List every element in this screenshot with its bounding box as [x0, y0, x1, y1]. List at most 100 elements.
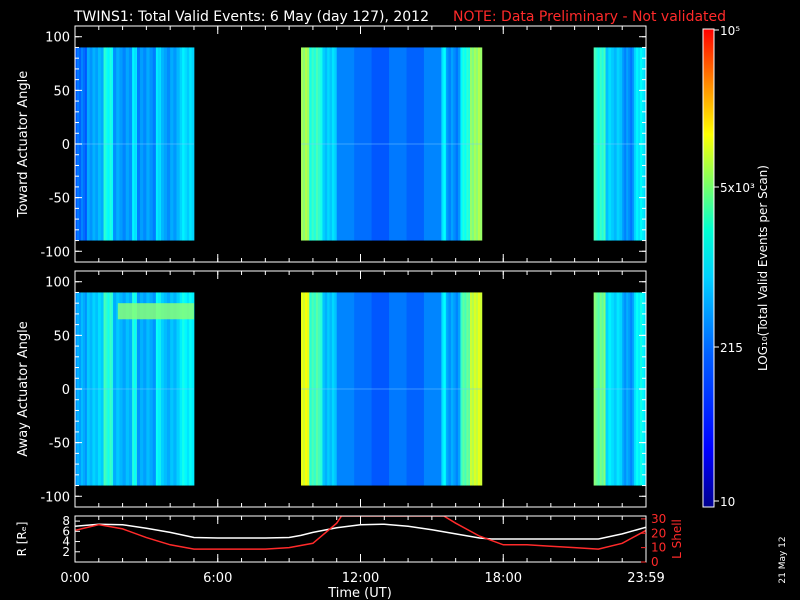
- away-band-cell: [149, 292, 154, 486]
- toward-band-cell: [103, 47, 106, 241]
- orbit-lines: [75, 516, 646, 550]
- away-band-cell: [116, 292, 120, 486]
- away-band-cell: [466, 292, 469, 486]
- away-band-cell: [86, 292, 91, 486]
- away-band-cell: [111, 292, 114, 486]
- away-band-cell: [179, 292, 183, 486]
- toward-band-cell: [611, 47, 615, 241]
- away-band-cell: [109, 292, 112, 486]
- toward-band-cell: [86, 47, 91, 241]
- xtick-label: 0:00: [60, 571, 89, 586]
- toward-band-cell: [166, 47, 171, 241]
- colorbar-tick-label: 215: [720, 341, 743, 355]
- away-band-cell: [105, 292, 108, 486]
- away-band-cell: [313, 292, 317, 486]
- away-band-cell: [315, 292, 319, 486]
- toward-band-cell: [619, 47, 623, 241]
- toward-band-cell: [441, 47, 444, 241]
- toward-band-cell: [143, 47, 147, 241]
- away-band-cell: [305, 292, 308, 486]
- away-band-cell: [173, 292, 177, 486]
- toward-band-cell: [616, 47, 620, 241]
- away-band-cell: [619, 292, 623, 486]
- toward-band-cell: [473, 47, 477, 241]
- toward-band-cell: [155, 47, 159, 241]
- colorbar-tick-label: 10⁵: [720, 24, 740, 38]
- ytick-label: -50: [49, 437, 70, 452]
- toward-band-cell: [460, 47, 463, 241]
- toward-band-cell: [624, 47, 627, 241]
- away-band-cell: [453, 292, 457, 486]
- l-tick-label: 20: [651, 526, 666, 540]
- away-band-cell: [455, 292, 459, 486]
- away-band-cell: [599, 292, 603, 486]
- toward-band-cell: [107, 47, 110, 241]
- toward-band-cell: [453, 47, 457, 241]
- toward-band-cell: [157, 47, 161, 241]
- toward-band-cell: [83, 47, 86, 241]
- toward-band-cell: [92, 47, 96, 241]
- away-band-cell: [468, 292, 471, 486]
- away-band-cell: [462, 292, 465, 486]
- toward-band-cell: [122, 47, 127, 241]
- away-band-cell: [85, 292, 88, 486]
- toward-band-cell: [322, 47, 326, 241]
- away-band-cell: [632, 292, 635, 486]
- away-band-cell: [107, 292, 110, 486]
- away-band-cell: [119, 292, 123, 486]
- away-band-cell: [458, 292, 461, 486]
- away-band-cell: [608, 292, 612, 486]
- away-band-cell: [128, 292, 133, 486]
- away-band-cell: [331, 292, 335, 486]
- date-stamp: 21 May 12: [778, 536, 788, 583]
- toward-band-cell: [318, 47, 321, 241]
- colorbar-label: LOG₁₀(Total Valid Events per Scan): [756, 165, 770, 371]
- ytick-label: 100: [45, 31, 70, 46]
- away-band-cell: [318, 292, 321, 486]
- ytick-label: 100: [45, 276, 70, 291]
- toward-band-cell: [601, 47, 605, 241]
- away-band-cell: [301, 292, 304, 486]
- away-band-cell: [146, 292, 150, 486]
- away-band-cell: [636, 292, 639, 486]
- ytick-label: -100: [40, 490, 70, 505]
- toward-band-cell: [477, 47, 481, 241]
- away-band-cell: [634, 292, 637, 486]
- toward-band-cell: [334, 47, 338, 241]
- colorbar-tick-label: 10: [720, 495, 735, 509]
- ytick-label: -100: [40, 245, 70, 260]
- toward-band-cell: [443, 47, 446, 241]
- away-band-cell: [616, 292, 620, 486]
- away-band-cell: [613, 292, 618, 486]
- away-band-cell: [303, 292, 306, 486]
- toward-ylabel: Toward Actuator Angle: [16, 71, 31, 218]
- toward-heatmap: [75, 47, 647, 241]
- r-tick-label: 4: [62, 535, 70, 549]
- away-band-cell: [189, 292, 192, 486]
- away-band-cell: [176, 292, 181, 486]
- xtick-label: 12:00: [342, 571, 379, 586]
- toward-band-cell: [331, 47, 335, 241]
- away-band-cell: [406, 292, 425, 486]
- toward-band-cell: [105, 47, 108, 241]
- l-tick-label: 0: [651, 555, 659, 569]
- toward-band-cell: [100, 47, 104, 241]
- away-band-cell: [170, 292, 174, 486]
- away-band-cell: [603, 292, 606, 486]
- toward-band-cell: [371, 47, 390, 241]
- toward-band-cell: [608, 47, 612, 241]
- away-band-cell: [311, 292, 315, 486]
- away-band-cell: [160, 292, 165, 486]
- away-band-cell: [479, 292, 483, 486]
- away-band-cell: [611, 292, 615, 486]
- away-ylabel: Away Actuator Angle: [16, 321, 31, 456]
- toward-band-cell: [324, 47, 328, 241]
- toward-band-cell: [146, 47, 150, 241]
- away-band-cell: [125, 292, 130, 486]
- away-band-cell: [443, 292, 446, 486]
- toward-band-cell: [597, 47, 601, 241]
- away-band-cell: [122, 292, 127, 486]
- away-band-cell: [307, 292, 310, 486]
- toward-band-cell: [128, 47, 133, 241]
- l-shell-axis-label: L Shell: [670, 519, 684, 559]
